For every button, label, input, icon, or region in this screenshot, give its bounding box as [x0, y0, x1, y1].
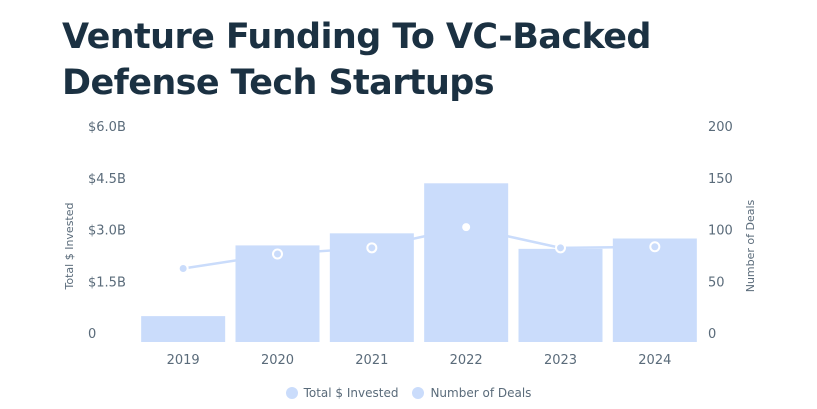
x-tick-2019: 2019: [167, 353, 200, 368]
line-series: [177, 221, 661, 275]
deals-point-2021[interactable]: [366, 242, 378, 254]
legend-swatch-total-invested: [285, 387, 298, 399]
legend: Total $ Invested Number of Deals: [0, 386, 817, 400]
x-tick-2020: 2020: [261, 353, 294, 368]
deals-point-2019[interactable]: [177, 263, 189, 275]
y-tick-label: $1.5B: [88, 275, 126, 290]
legend-item-total-invested[interactable]: Total $ Invested: [285, 386, 399, 400]
bar-2022[interactable]: [424, 183, 509, 342]
x-tick-2021: 2021: [355, 353, 388, 368]
deals-point-2023[interactable]: [555, 242, 566, 254]
deals-line: [182, 225, 655, 270]
y-tick-label: $4.5B: [88, 172, 126, 187]
y2-tick-label: 150: [708, 172, 733, 187]
y-tick-label: 0: [88, 327, 96, 342]
y2-tick-label: 200: [708, 120, 733, 135]
y2-tick-label: 100: [708, 224, 733, 239]
y-tick-label: $6.0B: [88, 120, 126, 135]
x-axis-ticks: 2019 2020 2021 2022 2023 2024: [167, 353, 672, 368]
y-axis-ticks: 0 $1.5B $3.0B $4.5B $6.0B: [88, 120, 126, 342]
y2-axis-ticks: 0 50 100 150 200: [708, 120, 733, 342]
y2-tick-label: 50: [708, 275, 725, 290]
y-tick-label: $3.0B: [88, 224, 126, 239]
legend-label-number-of-deals: Number of Deals: [430, 386, 532, 400]
legend-swatch-number-of-deals: [412, 387, 425, 399]
legend-item-number-of-deals[interactable]: Number of Deals: [412, 386, 531, 400]
bar-2020[interactable]: [235, 245, 320, 342]
deals-point-2024[interactable]: [649, 241, 661, 253]
y2-tick-label: 0: [708, 327, 716, 342]
x-tick-2022: 2022: [450, 353, 483, 368]
deals-point-2020[interactable]: [272, 248, 283, 260]
bar-series: [141, 183, 697, 342]
chart-title: Venture Funding To VC-Backed Defense Tec…: [62, 17, 651, 103]
x-tick-2023: 2023: [544, 353, 577, 368]
y2-axis-title: Number of Deals: [744, 199, 757, 292]
bar-2019[interactable]: [141, 316, 226, 342]
bar-2024[interactable]: [612, 238, 697, 343]
deals-point-2022[interactable]: [460, 221, 473, 234]
bar-2023[interactable]: [518, 248, 603, 342]
x-tick-2024: 2024: [638, 353, 671, 368]
y-axis-title: Total $ Invested: [63, 203, 76, 291]
chart-area: Total $ Invested Number of Deals 2019 202…: [63, 120, 757, 368]
legend-label-total-invested: Total $ Invested: [303, 386, 399, 400]
